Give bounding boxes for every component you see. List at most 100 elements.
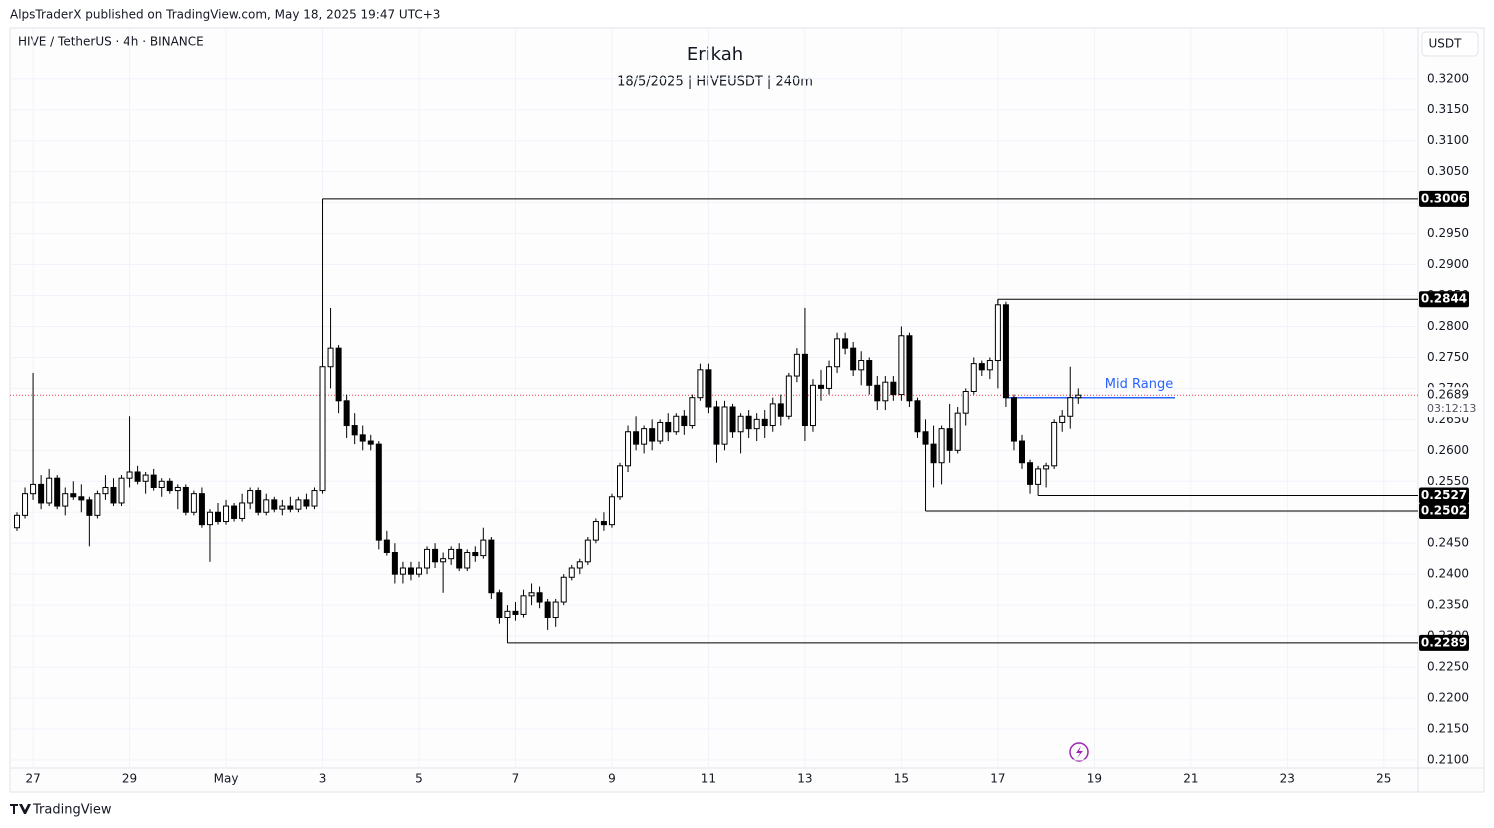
candle-body	[777, 403, 784, 417]
candle	[351, 413, 358, 445]
candle-body	[367, 440, 374, 445]
candle	[625, 425, 632, 472]
candle-body	[14, 514, 20, 529]
candle-body	[223, 505, 230, 523]
candle-body	[769, 403, 776, 427]
candle-body	[1075, 394, 1082, 399]
y-tick-label: 0.3050	[1427, 164, 1469, 178]
candle	[383, 530, 390, 556]
candle	[850, 341, 857, 377]
candle-body	[247, 490, 254, 504]
candle-body	[432, 548, 439, 563]
mid-range-label: Mid Range	[1105, 377, 1173, 392]
candle	[568, 564, 575, 581]
candle-body	[874, 384, 881, 402]
candle	[118, 475, 125, 507]
candle	[359, 425, 366, 451]
candle	[552, 598, 559, 627]
candle	[166, 478, 173, 494]
candle	[544, 598, 551, 630]
candle-body	[1027, 462, 1034, 485]
candle-body	[729, 406, 736, 433]
candle	[737, 413, 744, 454]
y-tick-label: 0.2350	[1427, 598, 1469, 612]
candle-body	[174, 486, 181, 492]
candle	[391, 543, 398, 584]
candle	[1043, 462, 1050, 488]
candle	[295, 496, 302, 513]
candle	[528, 583, 535, 606]
candle	[142, 472, 149, 494]
candle	[914, 397, 921, 438]
candle	[190, 490, 197, 516]
candle-body	[255, 490, 262, 513]
candle	[215, 502, 221, 525]
lightning-icon[interactable]	[1069, 742, 1089, 762]
candle	[1010, 394, 1017, 451]
y-tick-label: 0.3100	[1427, 133, 1469, 147]
candle-body	[584, 539, 591, 563]
candle	[335, 345, 342, 414]
publisher-line: AlpsTraderX published on TradingView.com…	[10, 8, 440, 22]
candle-body	[263, 499, 270, 513]
y-tick-label: 0.3200	[1427, 71, 1469, 85]
candle	[319, 198, 326, 494]
candle	[287, 496, 294, 513]
candle	[753, 413, 760, 442]
candle	[858, 351, 865, 386]
candle-body	[182, 486, 189, 513]
candle-body	[22, 493, 29, 516]
y-tick-label: 0.2250	[1427, 660, 1469, 674]
level-tag	[1419, 503, 1469, 520]
candle-body	[544, 601, 551, 619]
candle-body	[625, 431, 632, 467]
candle-body	[158, 480, 165, 488]
candle-body	[375, 443, 382, 541]
candle-body	[512, 610, 519, 615]
candle	[769, 397, 776, 432]
candle	[86, 496, 93, 547]
candle	[1059, 410, 1066, 432]
candle-body	[134, 471, 141, 482]
candle	[994, 299, 1001, 389]
candle	[416, 561, 422, 578]
candle-body	[46, 477, 53, 504]
candle-body	[705, 369, 712, 408]
candle	[150, 468, 157, 491]
candle-body	[930, 443, 937, 464]
candle-body	[359, 434, 366, 442]
candle-body	[1067, 397, 1074, 417]
chart-title: Erikah	[687, 44, 743, 65]
candle	[592, 518, 599, 544]
currency-button[interactable]	[1421, 31, 1479, 57]
candle-body	[464, 552, 471, 569]
candle	[424, 546, 431, 575]
candle	[271, 496, 278, 513]
candle-body	[633, 431, 640, 445]
candle-body	[319, 366, 326, 492]
candle	[1035, 465, 1042, 496]
candle-body	[1051, 421, 1058, 467]
candle-body	[78, 496, 85, 501]
x-tick-label: 3	[319, 772, 327, 786]
candle	[327, 307, 334, 389]
candle-body	[866, 360, 873, 386]
candle-body	[86, 499, 93, 516]
candle-body	[62, 493, 69, 507]
candle	[729, 403, 736, 438]
candle-body	[793, 353, 800, 377]
y-tick-label: 0.2800	[1427, 319, 1469, 333]
candle	[54, 475, 61, 510]
candle	[608, 493, 615, 528]
candle-body	[239, 502, 246, 519]
candle-body	[600, 521, 607, 526]
candle	[247, 487, 254, 510]
candle	[938, 425, 945, 485]
candle-body	[54, 477, 61, 507]
candle-body	[665, 421, 672, 433]
candle	[954, 406, 961, 454]
candle	[102, 475, 109, 500]
candle	[657, 419, 664, 445]
y-tick-label: 0.2750	[1427, 350, 1469, 364]
